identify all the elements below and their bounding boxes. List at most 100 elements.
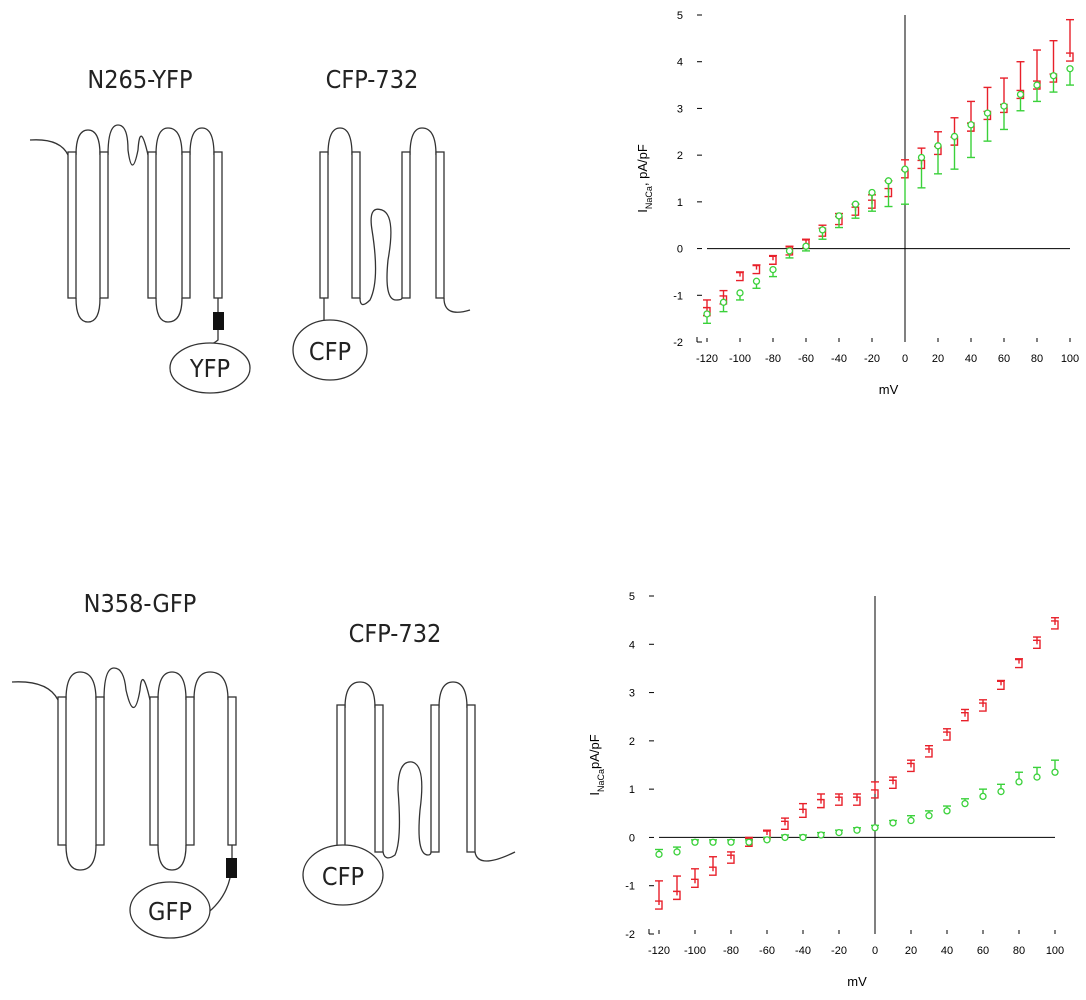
linker (213, 312, 224, 330)
data-point (691, 838, 699, 846)
y-tick-label: -1 (673, 290, 683, 302)
data-point (655, 900, 663, 910)
data-point (979, 792, 987, 801)
y-tick-label: 5 (677, 10, 683, 22)
x-tick-label: 0 (902, 353, 908, 365)
data-point (736, 289, 744, 297)
x-tick-label: -20 (831, 945, 847, 957)
diagram-top: N265-YFP CFP-732 YFP CFP (29, 65, 471, 394)
data-point (967, 121, 975, 129)
helix (181, 151, 191, 299)
construct-label: N358-GFP (84, 589, 197, 618)
data-point (752, 277, 761, 285)
helix (351, 151, 361, 299)
x-tick-label: 40 (941, 945, 953, 957)
x-tick-label: 60 (977, 945, 989, 957)
tag (169, 342, 251, 394)
y-label-main: I (635, 209, 650, 213)
data-point (884, 177, 893, 185)
data-point (1016, 90, 1025, 99)
data-point (889, 779, 897, 790)
y-tick-label: 3 (629, 688, 635, 700)
helix (336, 704, 346, 853)
x-tick-label: 80 (1031, 353, 1043, 365)
data-point (785, 247, 794, 255)
data-point (1033, 81, 1041, 89)
x-tick-label: -120 (648, 945, 670, 957)
topology-line (11, 667, 233, 916)
data-point (727, 854, 735, 864)
data-point (997, 787, 1005, 796)
data-point (835, 828, 843, 837)
data-point (950, 132, 959, 141)
helix (401, 151, 411, 299)
data-point (925, 812, 933, 820)
y-tick-label: -2 (625, 929, 635, 941)
data-point (769, 255, 777, 265)
helix (374, 704, 384, 853)
x-tick-label: 100 (1061, 353, 1079, 365)
data-point (871, 789, 879, 799)
data-point (1033, 773, 1041, 781)
construct-label: CFP-732 (349, 619, 442, 648)
y-tick-label: 5 (629, 591, 635, 603)
data-point (961, 799, 969, 808)
y-label-rest: pA/pF (587, 734, 602, 769)
y-tick-label: 2 (629, 736, 635, 748)
x-tick-label: -40 (795, 945, 811, 957)
y-tick-label: 1 (677, 197, 683, 209)
tag (302, 844, 384, 906)
data-point (917, 153, 926, 162)
data-point (799, 808, 807, 818)
y-tick-label: 1 (629, 784, 635, 796)
data-point (703, 310, 711, 318)
data-point (1000, 102, 1008, 110)
tag-label: GFP (148, 897, 192, 926)
x-tick-label: 0 (872, 945, 878, 957)
x-axis-label: mV (879, 382, 899, 397)
tag (129, 881, 211, 939)
helix (149, 696, 159, 846)
data-point (673, 890, 681, 901)
y-axis-label: INaCa, pA/pF (635, 144, 654, 213)
y-tick-label: 0 (629, 832, 635, 844)
tag (292, 319, 368, 381)
tag-label: CFP (322, 862, 364, 891)
y-label-main: I (587, 792, 602, 796)
data-point (1066, 65, 1074, 73)
y-tick-label: 2 (677, 150, 683, 162)
y-axis-label: INaCapA/pF (587, 734, 606, 795)
data-point (1049, 72, 1058, 80)
helix (227, 696, 237, 846)
helix (319, 151, 329, 299)
data-point (655, 850, 663, 858)
data-point (851, 200, 860, 208)
data-point (943, 731, 951, 741)
tag-label: YFP (189, 354, 230, 383)
data-point (818, 226, 827, 234)
data-point (709, 866, 717, 876)
data-point (868, 188, 876, 197)
helix (466, 704, 476, 853)
x-tick-label: -40 (831, 353, 847, 365)
data-point (961, 712, 969, 722)
data-point (1051, 620, 1059, 630)
data-point (1015, 778, 1023, 786)
data-point (802, 242, 810, 250)
helix (185, 696, 195, 846)
helix (95, 696, 105, 846)
x-tick-label: 40 (965, 353, 977, 365)
data-point (979, 702, 987, 712)
data-point (736, 271, 744, 282)
x-tick-label: -120 (696, 353, 718, 365)
x-tick-label: -100 (729, 353, 751, 365)
y-tick-label: 0 (677, 244, 683, 256)
y-tick-label: 4 (677, 57, 683, 69)
x-axis-label: mV (847, 974, 867, 989)
data-point (1015, 658, 1023, 669)
data-point (934, 142, 942, 150)
x-tick-label: 60 (998, 353, 1010, 365)
data-point (853, 826, 861, 834)
data-point (745, 838, 753, 846)
